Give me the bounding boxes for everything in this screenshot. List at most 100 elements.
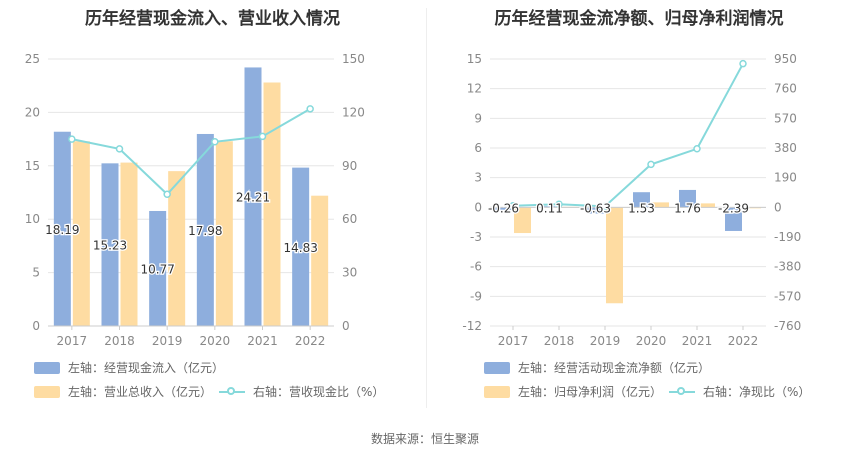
bar [168, 171, 186, 326]
line-point [647, 160, 655, 169]
y-left-tick-label: 0 [32, 319, 40, 333]
chart-panel-netcash-profit: 历年经营现金流净额、归母净利润情况 -12 -9 -6 -3 0 3 6 9 12 15 -760-… [428, 0, 850, 410]
legend-item-cash-ratio[interactable]: 右轴：营收现金比（%） [219, 383, 384, 400]
legend-swatch [484, 385, 510, 398]
data-label: -2.39 [718, 201, 749, 215]
data-label: 1.76 [674, 201, 701, 215]
y-left-tick-label: -12 [462, 319, 482, 333]
series-line [71, 107, 311, 196]
y-right-tick-label: 760 [774, 82, 797, 96]
line-point [211, 138, 219, 146]
y-left-tick-label: 10 [25, 212, 40, 226]
bar [244, 67, 262, 327]
x-tick-label: 2019 [152, 334, 183, 348]
line-point [68, 135, 76, 143]
y-right-tick-label: 570 [774, 111, 797, 125]
x-tick-label: 2022 [728, 334, 759, 348]
bar [587, 207, 604, 214]
y-left-tick-label: 9 [474, 111, 482, 125]
legend-label: 左轴：归母净利润（亿元） [518, 385, 663, 399]
x-tick-label: 2021 [247, 334, 278, 348]
data-label: -0.26 [488, 201, 519, 215]
y-right-tick-label: 0 [342, 319, 350, 333]
data-label: 17.98 [188, 224, 222, 238]
line-point [693, 145, 701, 153]
x-tick-label: 2017 [57, 334, 88, 348]
chart-title: 历年经营现金流净额、归母净利润情况 [494, 9, 784, 29]
legend-item-cash-inflow[interactable]: 左轴：经营现金流入（亿元） [34, 359, 224, 376]
bar [633, 192, 650, 208]
legend-item-net-cash[interactable]: 左轴：经营活动现金流净额（亿元） [484, 359, 710, 376]
x-tick-label: 2021 [682, 334, 713, 348]
x-tick-label: 2019 [590, 334, 621, 348]
chart-title: 历年经营现金流入、营业收入情况 [85, 9, 340, 29]
data-label: 10.77 [140, 262, 174, 276]
line-point [115, 145, 124, 153]
x-tick-label: 2020 [636, 334, 667, 348]
bar [149, 210, 167, 326]
bar [292, 167, 310, 326]
legend-item-revenue[interactable]: 左轴：营业总收入（亿元） [34, 383, 212, 400]
y-left-tick-label: 0 [474, 200, 482, 214]
bar [53, 131, 71, 326]
bar [725, 207, 742, 231]
line-point [258, 132, 267, 141]
y-left-tick-label: -6 [470, 260, 482, 274]
y-right-tick-label: 90 [342, 159, 357, 173]
y-right-tick-label: 190 [774, 171, 797, 185]
legend-item-net-profit[interactable]: 左轴：归母净利润（亿元） [484, 383, 662, 400]
line-point [509, 202, 517, 210]
data-label: 18.19 [45, 223, 79, 237]
bar [541, 206, 558, 208]
panel-divider [426, 8, 427, 408]
y-right-tick-label: 950 [774, 52, 797, 66]
bar [514, 207, 531, 234]
bar [196, 133, 214, 326]
bar [215, 141, 233, 326]
y-right-tick-label: -380 [774, 260, 801, 274]
bar [679, 189, 696, 208]
y-left-tick-label: 20 [25, 105, 40, 119]
x-tick-label: 2020 [200, 334, 231, 348]
y-left-tick-label: 15 [25, 159, 40, 173]
y-right-tick-label: -190 [774, 230, 801, 244]
legend-label: 左轴：经营活动现金流净额（亿元） [518, 361, 711, 375]
bar [72, 141, 90, 326]
y-right-tick-label: 30 [342, 266, 357, 280]
bar [120, 162, 138, 326]
y-right-tick-label: 60 [342, 212, 357, 226]
y-left-tick-label: 5 [32, 266, 40, 280]
y-right-tick-label: 120 [342, 105, 365, 119]
y-left-tick-label: -9 [470, 289, 482, 303]
y-right-tick-label: -570 [774, 289, 801, 303]
legend-item-net-cash-ratio[interactable]: 右轴：净现比（%） [669, 383, 810, 400]
line-point [163, 190, 171, 199]
data-label: 1.53 [628, 201, 655, 215]
legend-swatch [34, 361, 60, 374]
x-tick-label: 2018 [544, 334, 575, 348]
legend-swatch [669, 386, 695, 398]
legend-swatch [34, 385, 60, 398]
y-right-tick-label: 380 [774, 141, 797, 155]
chart-plot: -12 -9 -6 -3 0 3 6 9 12 15 -760 -570 -380 -190 0 190 380… [462, 52, 801, 348]
bar [263, 82, 281, 326]
y-left-tick-label: 25 [25, 52, 40, 66]
bar [311, 195, 329, 326]
legend-swatch [219, 386, 245, 398]
data-label: 15.23 [93, 239, 127, 253]
x-tick-label: 2017 [498, 334, 529, 348]
y-left-tick-label: 6 [474, 141, 482, 155]
data-label: -0.63 [580, 201, 611, 215]
bar [606, 207, 623, 304]
y-left-tick-label: 3 [474, 171, 482, 185]
bar [101, 163, 119, 326]
chart-plot: 0 5 10 15 20 25 0 30 60 90 120 150 2017 2018 2019 2020 2… [25, 52, 365, 348]
legend-label: 左轴：经营现金流入（亿元） [68, 361, 225, 375]
y-left-tick-label: 15 [467, 52, 482, 66]
data-source: 数据来源：恒生聚源 [370, 432, 479, 446]
y-right-tick-label: 150 [342, 52, 365, 66]
legend-label: 右轴：净现比（%） [703, 385, 811, 399]
line-point [555, 200, 563, 208]
line-point [601, 202, 609, 211]
legend-swatch [484, 361, 510, 374]
